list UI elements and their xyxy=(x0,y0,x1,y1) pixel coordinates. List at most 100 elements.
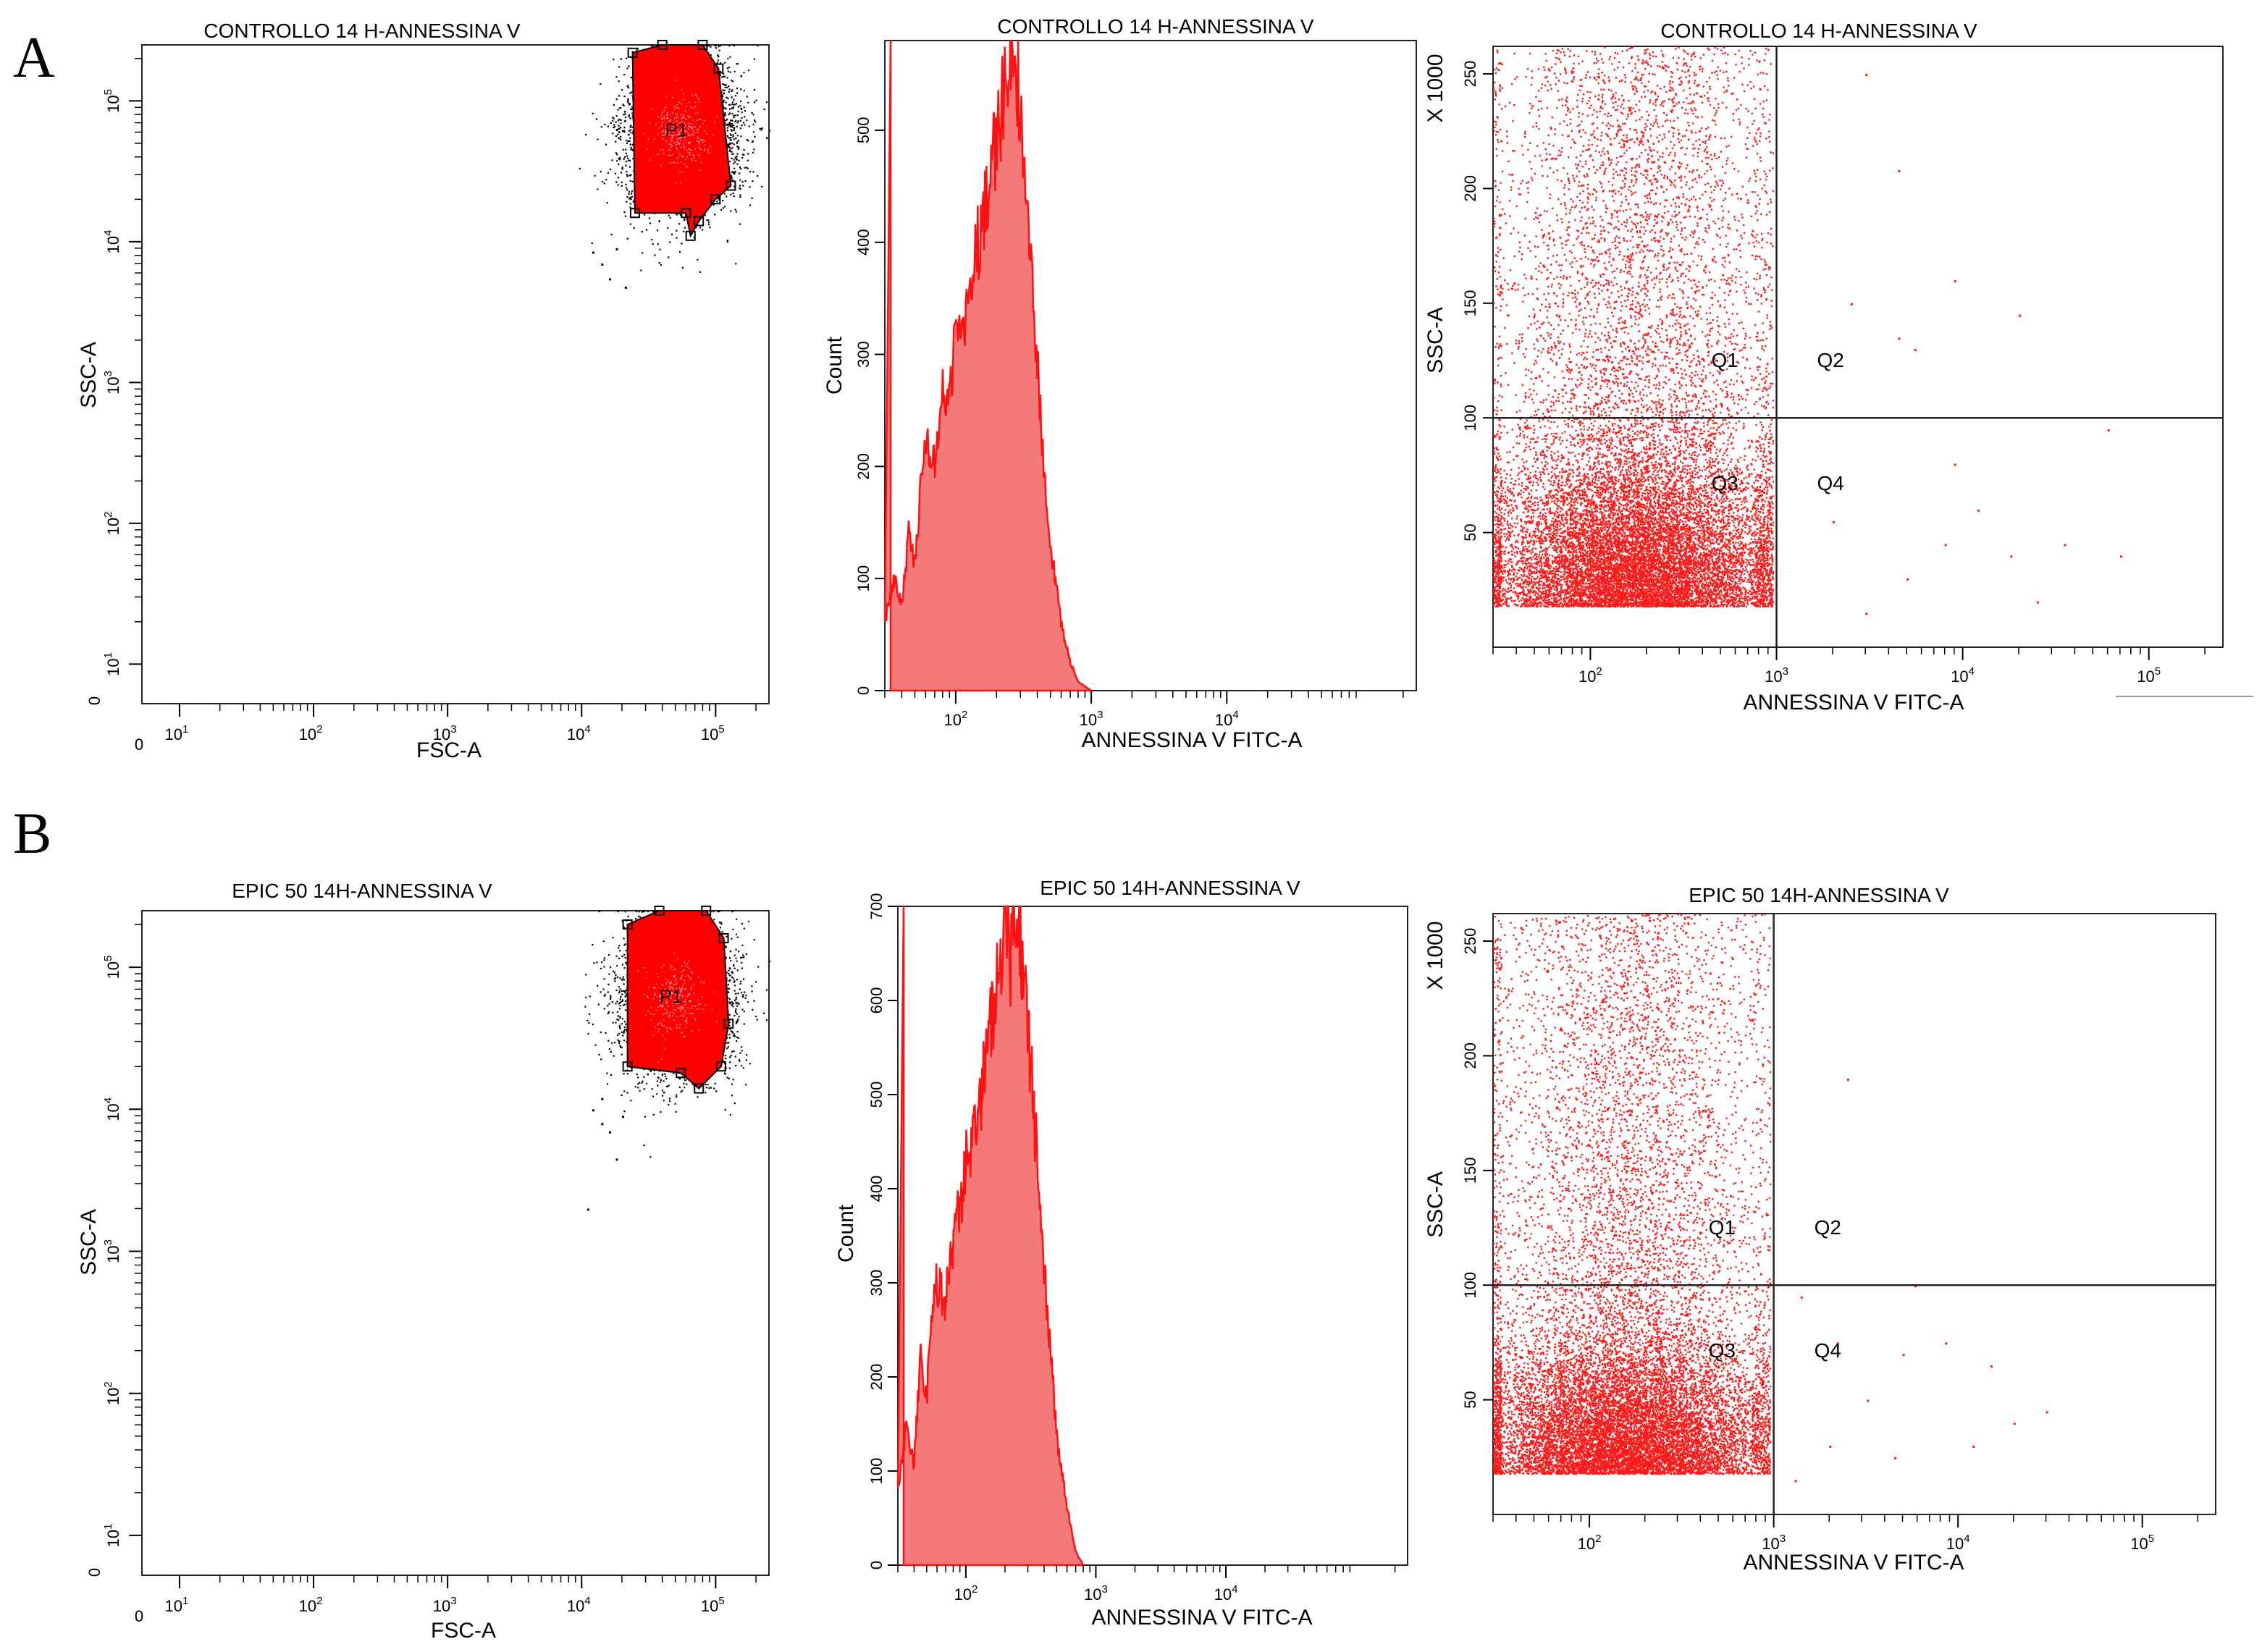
b-histogram-ylabel: Count xyxy=(834,1204,858,1263)
gate-handle xyxy=(622,1061,633,1072)
sparse-event xyxy=(1954,463,1956,466)
gate-handle xyxy=(718,933,729,944)
y-tick-label: 600 xyxy=(867,987,886,1014)
gate-handle xyxy=(694,216,705,227)
y-tick-label: 104 xyxy=(102,229,122,253)
x-tick-label-0: 0 xyxy=(135,736,143,754)
y-tick-label-0: 0 xyxy=(85,696,104,705)
gate-p1 xyxy=(631,44,732,238)
b-quadrant-plot: EPIC 50 14H-ANNESSINA V Q1 Q2 Q3 Q4 50 100 15… xyxy=(1424,884,2216,1575)
a-histogram-plot: CONTROLLO 14 H-ANNESSINA V 0 100 200 300 400… xyxy=(823,15,1417,752)
x-tick-label: 104 xyxy=(1951,665,1975,686)
a-histogram-area xyxy=(883,40,1094,692)
y-tick-label: 103 xyxy=(102,371,122,395)
sparse-event xyxy=(1944,544,1947,547)
x-tick-label: 104 xyxy=(1946,1533,1970,1553)
quadrant-label-q3: Q3 xyxy=(1712,472,1738,494)
outlier-event xyxy=(592,251,594,254)
quadrant-label-q2: Q2 xyxy=(1815,1216,1841,1239)
a-quadrant-plot: CONTROLLO 14 H-ANNESSINA V Q1 Q2 Q3 Q4 50 10… xyxy=(1424,20,2253,715)
histogram-fill xyxy=(883,40,1094,692)
x-tick-label-0: 0 xyxy=(135,1607,143,1625)
outlier-event xyxy=(615,248,618,250)
y-tick-label: 50 xyxy=(1461,523,1479,541)
a-histogram-title: CONTROLLO 14 H-ANNESSINA V xyxy=(997,15,1314,38)
y-tick-label: 0 xyxy=(867,1561,886,1569)
panel-label-b: B xyxy=(13,802,51,866)
x-tick-label: 103 xyxy=(1765,665,1788,686)
gate-handle xyxy=(713,63,724,74)
y-tick-label: 101 xyxy=(102,652,122,676)
a-scatter-plot: CONTROLLO 14 H-ANNESSINA V P1 0 101 102 103… xyxy=(77,20,771,762)
a-histogram-ticks: 0 100 200 300 400 500 102 103 104 xyxy=(854,117,1404,729)
y-tick-label: 100 xyxy=(854,565,873,592)
sparse-event xyxy=(1893,1457,1896,1459)
a-scatter-title: CONTROLLO 14 H-ANNESSINA V xyxy=(203,20,521,42)
x-tick-label: 101 xyxy=(165,1595,189,1615)
y-tick-label: 300 xyxy=(854,341,873,368)
outlier-event xyxy=(621,1116,624,1118)
y-tick-label: 103 xyxy=(102,1239,122,1263)
gate-handle xyxy=(654,906,665,916)
sparse-event xyxy=(2010,555,2013,558)
y-tick-label: 100 xyxy=(1461,405,1479,431)
sparse-event xyxy=(1829,1445,1832,1448)
b-quadrant-events: Q1 Q2 Q3 Q4 xyxy=(1493,914,2216,1514)
y-tick-label: 700 xyxy=(867,893,886,920)
x-tick-label: 105 xyxy=(2130,1533,2154,1553)
outlier-event xyxy=(615,1158,618,1161)
y-tick-label: 200 xyxy=(1461,175,1479,202)
gate-handle xyxy=(701,906,712,916)
x-tick-label: 105 xyxy=(701,1595,725,1615)
gate-handle xyxy=(697,40,708,50)
outlier-event xyxy=(592,1109,594,1112)
gate-handle xyxy=(681,208,691,219)
x-tick-label: 103 xyxy=(1080,709,1103,729)
y-tick-label: 300 xyxy=(867,1270,886,1297)
outlier-event xyxy=(624,286,627,289)
a-scatter-ylabel: SSC-A xyxy=(77,342,101,408)
sparse-event xyxy=(1906,578,1909,581)
a-quadrant-ylabel: SSC-A xyxy=(1424,307,1447,374)
y-tick-label-0: 0 xyxy=(85,1568,104,1577)
quadrant-label-q1: Q1 xyxy=(1709,1216,1736,1239)
sparse-event xyxy=(1954,280,1956,283)
x-tick-label: 102 xyxy=(1578,665,1602,686)
quadrant-label-q3: Q3 xyxy=(1709,1339,1736,1362)
sparse-event xyxy=(1794,1480,1797,1483)
sparse-event xyxy=(1945,1342,1948,1345)
sparse-event xyxy=(1800,1297,1803,1299)
y-tick-label: 400 xyxy=(867,1176,886,1202)
y-tick-label: 500 xyxy=(867,1082,886,1108)
b-scatter-xlabel: FSC-A xyxy=(431,1619,496,1643)
sparse-event xyxy=(1850,303,1853,305)
y-tick-label: 100 xyxy=(867,1458,886,1485)
b-histogram-title: EPIC 50 14H-ANNESSINA V xyxy=(1040,877,1300,899)
gate-label: P1 xyxy=(665,119,688,141)
a-quadrant-title: CONTROLLO 14 H-ANNESSINA V xyxy=(1660,20,1977,42)
y-tick-label: 105 xyxy=(102,956,122,979)
x-tick-label: 103 xyxy=(1084,1583,1108,1603)
sparse-event xyxy=(1977,509,1980,512)
y-tick-label: 400 xyxy=(854,229,873,256)
b-quadrant-xlabel: ANNESSINA V FITC-A xyxy=(1743,1551,1964,1575)
sparse-event xyxy=(1914,349,1917,352)
a-quadrant-events: Q1 Q2 Q3 Q4 xyxy=(1493,46,2223,647)
gate-handle xyxy=(657,40,668,50)
gate-handle xyxy=(726,180,736,191)
y-tick-label: 500 xyxy=(854,117,873,144)
gate-handle xyxy=(629,208,640,219)
x-tick-label: 102 xyxy=(299,1595,323,1615)
x-tick-label: 102 xyxy=(954,1583,977,1603)
y-tick-label: 250 xyxy=(1461,928,1479,955)
b-scatter-ylabel: SSC-A xyxy=(77,1209,101,1276)
b-histogram-ticks: 0 100 200 300 400 500 600 700 102 103 104 xyxy=(867,893,1396,1603)
y-tick-label: 105 xyxy=(102,89,122,113)
x-tick-label: 102 xyxy=(299,723,323,743)
y-tick-label: 50 xyxy=(1461,1391,1479,1408)
sparse-event xyxy=(1865,612,1868,615)
quadrant-events xyxy=(1493,914,1772,1475)
sparse-event xyxy=(1867,1399,1870,1402)
gate-handle xyxy=(685,230,696,241)
